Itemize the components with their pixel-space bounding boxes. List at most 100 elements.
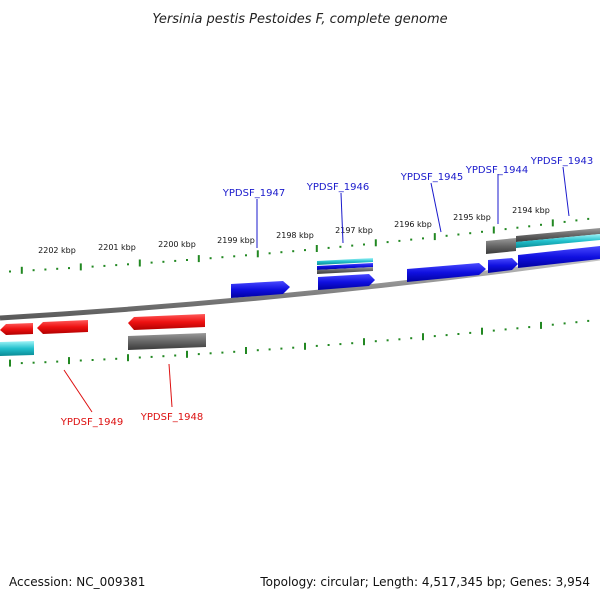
reverse-minor-tick [44, 361, 47, 364]
reverse-minor-tick [492, 329, 495, 332]
forward-minor-tick [504, 228, 507, 231]
cds-ypdsf-1944[interactable] [488, 258, 518, 273]
forward-minor-tick [221, 256, 224, 259]
reverse-major-tick [540, 321, 542, 329]
forward-minor-tick [245, 254, 247, 257]
scale-label-2195: 2195 kbp [453, 213, 491, 222]
forward-minor-tick [68, 267, 70, 270]
forward-minor-tick [339, 245, 342, 248]
forward-tick-row [9, 217, 590, 274]
cds-ypdsf-1949-a[interactable] [0, 323, 33, 335]
forward-minor-tick [587, 217, 590, 220]
reverse-minor-tick [209, 352, 212, 355]
forward-minor-tick [304, 249, 306, 252]
reverse-minor-tick [56, 360, 59, 363]
reverse-features [0, 314, 206, 356]
reverse-tick-row [9, 319, 590, 367]
label-ypdsf-1943[interactable]: YPDSF_1943 [530, 156, 593, 167]
forward-minor-tick [516, 226, 519, 229]
label-ypdsf-1949[interactable]: YPDSF_1949 [60, 417, 123, 428]
forward-minor-tick [209, 257, 212, 260]
forward-major-tick [315, 245, 318, 252]
reverse-minor-tick [32, 361, 35, 364]
reverse-major-tick [68, 357, 70, 365]
map-title: Yersinia pestis Pestoides F, complete ge… [152, 12, 447, 27]
forward-minor-tick [56, 267, 59, 270]
forward-minor-tick [162, 260, 165, 263]
forward-major-tick [138, 259, 141, 267]
rna-ypdsf-1943[interactable] [516, 234, 600, 248]
reverse-minor-tick [374, 340, 377, 343]
forward-minor-tick [327, 246, 330, 249]
reverse-minor-tick [103, 358, 106, 361]
rna-ypdsf-1949[interactable] [0, 341, 34, 356]
cds-ypdsf-1946[interactable] [318, 274, 375, 290]
reverse-major-tick [186, 350, 188, 358]
forward-minor-tick [386, 241, 389, 244]
scale-label-2194: 2194 kbp [512, 206, 550, 215]
forward-minor-tick [44, 268, 47, 271]
forward-major-tick [551, 219, 554, 227]
reverse-minor-tick [528, 326, 531, 329]
reverse-minor-tick [445, 334, 448, 337]
reverse-minor-tick [150, 355, 153, 358]
reverse-minor-tick [587, 319, 590, 322]
reverse-minor-tick [138, 356, 141, 359]
forward-minor-tick [174, 259, 177, 262]
reverse-minor-tick [551, 323, 554, 326]
scale-label-2200: 2200 kbp [158, 240, 196, 249]
reverse-minor-tick [410, 337, 413, 340]
reverse-minor-tick [292, 346, 295, 349]
reverse-minor-tick [174, 354, 177, 357]
reverse-minor-tick [433, 335, 436, 338]
reverse-minor-tick [339, 343, 342, 346]
forward-minor-tick [445, 234, 448, 237]
forward-minor-tick [422, 237, 424, 240]
cds-ypdsf-1947[interactable] [231, 281, 290, 298]
leader-ypdsf-1945 [430, 182, 442, 233]
reverse-minor-tick [79, 359, 82, 362]
forward-minor-tick [103, 264, 106, 267]
reverse-minor-tick [351, 342, 354, 345]
forward-minor-tick [150, 261, 153, 264]
label-ypdsf-1946[interactable]: YPDSF_1946 [306, 182, 369, 193]
reverse-minor-tick [457, 333, 460, 335]
reverse-major-tick [9, 359, 11, 367]
gene-ypdsf-1946[interactable] [317, 267, 373, 274]
reverse-minor-tick [221, 351, 224, 354]
forward-minor-tick [115, 264, 118, 267]
forward-minor-tick [268, 252, 271, 255]
gene-ypdsf-1944[interactable] [486, 238, 516, 254]
label-ypdsf-1945[interactable]: YPDSF_1945 [400, 172, 463, 183]
reverse-minor-tick [315, 344, 318, 347]
forward-minor-tick [9, 270, 11, 273]
reverse-minor-tick [115, 357, 118, 360]
gene-ypdsf-1948[interactable] [128, 333, 206, 350]
scale-labels: 2202 kbp 2201 kbp 2200 kbp 2199 kbp 2198… [38, 206, 550, 255]
cds-ypdsf-1943[interactable] [518, 246, 600, 268]
label-ypdsf-1947[interactable]: YPDSF_1947 [222, 188, 285, 199]
forward-minor-tick [398, 239, 401, 242]
genome-summary-text: Topology: circular; Length: 4,517,345 bp… [259, 575, 590, 589]
forward-major-tick [433, 233, 436, 241]
label-ypdsf-1948[interactable]: YPDSF_1948 [140, 412, 203, 423]
forward-minor-tick [575, 219, 578, 222]
cds-ypdsf-1948[interactable] [128, 314, 205, 330]
scale-label-2197: 2197 kbp [335, 226, 373, 235]
gene-band-ypdsf-1946[interactable] [317, 263, 373, 270]
rna-ypdsf-1946[interactable] [317, 258, 373, 265]
cds-ypdsf-1949[interactable] [37, 320, 88, 334]
scale-label-2202: 2202 kbp [38, 246, 76, 255]
forward-major-tick [20, 266, 23, 274]
cds-ypdsf-1945[interactable] [407, 263, 486, 282]
label-ypdsf-1944[interactable]: YPDSF_1944 [465, 165, 528, 176]
gene-ypdsf-1943[interactable] [516, 228, 600, 242]
reverse-major-tick [127, 354, 129, 362]
reverse-minor-tick [575, 321, 578, 324]
forward-minor-tick [186, 259, 188, 261]
reverse-minor-tick [20, 362, 23, 365]
scale-label-2196: 2196 kbp [394, 220, 432, 229]
forward-minor-tick [363, 243, 365, 246]
forward-major-tick [197, 255, 200, 263]
